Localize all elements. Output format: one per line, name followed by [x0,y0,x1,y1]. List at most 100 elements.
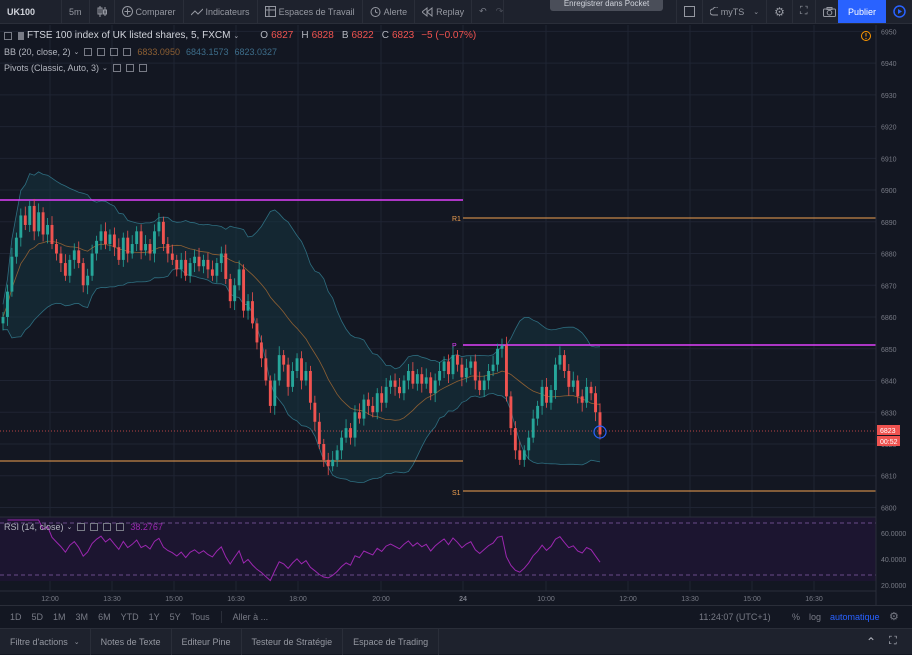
candles [1,198,602,476]
candle-body [255,323,259,343]
candle-body [482,380,486,391]
tab-strategy-tester[interactable]: Testeur de Stratégie [242,628,344,655]
candle-body [576,380,580,397]
range-button-3m[interactable]: 3M [75,611,89,622]
candle-body [237,269,241,286]
plus-icon[interactable] [110,48,119,56]
fullscreen-chart-button[interactable] [677,0,704,24]
candle-body [527,437,531,451]
candle-body [562,355,566,371]
cloud-icon [710,7,718,16]
close-icon[interactable] [138,64,147,72]
log-toggle[interactable]: log [809,611,822,622]
candle-body [46,224,50,235]
time-axis[interactable]: 12:00 13:30 15:00 16:30 18:00 20:00 24 10:00 12:… [41,596,823,603]
warning-icon[interactable] [861,31,871,41]
workspaces-button[interactable]: Espaces de Travail [258,0,363,24]
candle-body [37,212,41,232]
tab-stock-screener[interactable]: Filtre d'actions ⌄ [0,628,91,655]
price-chart[interactable]: R1 P S1 6950 6940 6930 6920 6910 6900 6890 6880… [0,25,912,605]
time-tick: 24 [459,596,467,603]
rewind-icon [422,6,433,17]
rsi-tick: 20.0000 [881,583,906,590]
publish-button[interactable]: Publier [838,0,886,23]
bb-basis-value: 6833.0950 [137,47,180,57]
redo-icon[interactable]: ↷ [495,6,504,16]
candle-body [14,237,18,257]
chart-style-button[interactable] [90,0,115,24]
close-icon[interactable] [116,523,125,531]
eye-icon[interactable] [112,64,121,72]
candle-body [313,402,317,422]
candle-body [215,263,219,276]
tab-trading-panel[interactable]: Espace de Trading [343,628,440,655]
bb-upper-value: 6843.1573 [185,47,229,57]
candle-body [344,428,348,438]
candle-body [282,355,286,365]
tab-text-notes[interactable]: Notes de Texte [91,628,172,655]
candle-body [393,380,397,387]
undo-icon[interactable]: ↶ [479,6,487,16]
chevron-up-icon[interactable]: ⌃ [866,634,877,649]
chevron-down-icon[interactable]: ⌄ [73,49,80,56]
tab-pine-editor[interactable]: Editeur Pine [172,628,242,655]
alert-button[interactable]: Alerte [363,0,416,24]
range-button-ytd[interactable]: YTD [120,611,139,622]
layout-button[interactable]: myTS ⌄ [703,0,768,24]
settings-icon[interactable] [125,64,134,72]
chart-area[interactable]: R1 P S1 6950 6940 6930 6920 6910 6900 6890 6880… [0,25,912,605]
range-button-tous[interactable]: Tous [190,611,210,622]
price-tick: 6900 [881,188,897,195]
range-button-1m[interactable]: 1M [53,611,66,622]
play-button[interactable] [888,0,910,23]
chevron-down-icon[interactable]: ⌄ [66,524,73,531]
price-tick: 6940 [881,61,897,68]
clock[interactable]: 11:24:07 (UTC+1) [699,611,771,622]
candle-body [251,301,254,324]
replay-button[interactable]: Replay [415,0,473,24]
rsi-tick: 40.0000 [881,557,906,564]
eye-icon[interactable] [77,523,86,531]
range-divider [220,610,222,623]
tab-strategy-tester-label: Testeur de Stratégie [251,636,333,647]
range-button-6m[interactable]: 6M [98,611,111,622]
interval-button[interactable]: 5m [62,0,90,24]
price-tick: 6920 [881,125,897,132]
snapshot-button[interactable] [816,0,843,24]
candle-body [41,212,45,235]
price-tick: 6810 [881,474,897,481]
chevron-down-icon[interactable]: ⌄ [233,32,240,40]
range-button-1y[interactable]: 1Y [148,611,160,622]
candle-body [308,370,312,403]
settings-icon[interactable] [97,48,106,56]
range-button-5y[interactable]: 5Y [169,611,181,622]
gear-icon[interactable]: ⚙ [889,611,899,623]
compare-button[interactable]: Comparer [115,0,184,24]
candle-body [464,367,468,378]
auto-toggle[interactable]: automatique [830,611,880,622]
time-tick: 20:00 [372,596,390,603]
candle-body [380,393,384,403]
price-tick: 6890 [881,220,897,227]
chevron-down-icon[interactable]: ⌄ [102,65,108,72]
eye-icon[interactable] [84,48,93,56]
rsi-axis[interactable]: 60.0000 40.0000 20.0000 [881,531,906,590]
indicators-button[interactable]: Indicateurs [184,0,258,24]
symbol-color-icon [18,31,24,40]
close-icon[interactable] [123,48,132,56]
plus-icon[interactable] [103,523,112,531]
goto-date-button[interactable]: Aller à ... [232,611,269,622]
candle-body [135,231,139,245]
settings-icon[interactable] [90,523,99,531]
collapse-icon[interactable] [4,31,12,40]
percent-toggle[interactable]: % [792,611,801,622]
expand-button[interactable]: ⛶ [793,0,816,24]
maximize-icon[interactable]: ⛶ [889,635,897,647]
range-button-1d[interactable]: 1D [10,611,22,622]
range-button-5d[interactable]: 5D [31,611,44,622]
gear-icon: ⚙ [774,4,785,19]
candle-body [469,361,473,368]
symbol-search[interactable]: UK100 [0,0,62,24]
candle-body [353,412,357,438]
settings-button[interactable]: ⚙ [767,0,793,24]
